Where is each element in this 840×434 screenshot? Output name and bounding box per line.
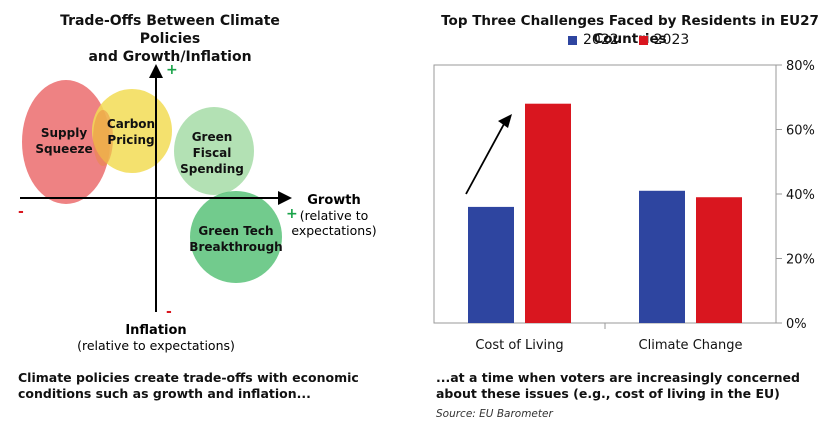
- tradeoff-diagram: + + - - Supply Squeeze Carbon Pricing Gr…: [18, 62, 377, 353]
- left-caption: Climate policies create trade-offs with …: [18, 370, 408, 402]
- x-tick-label: Climate Change: [639, 338, 743, 353]
- right-caption-line1: ...at a time when voters are increasingl…: [436, 370, 800, 385]
- tech-label-1: Green Tech: [198, 224, 273, 238]
- bubble-green-fiscal-spending: [174, 107, 254, 195]
- bar-climate-change-2023: [696, 197, 742, 323]
- right-caption: ...at a time when voters are increasingl…: [436, 370, 836, 402]
- y-minus-sign: -: [166, 304, 172, 320]
- y-tick-label: 80%: [786, 59, 815, 74]
- bar-cost-of-living-2023: [525, 103, 571, 323]
- y-tick-label: 60%: [786, 124, 815, 139]
- tech-label-2: Breakthrough: [189, 240, 282, 254]
- y-tick-label: 20%: [786, 253, 815, 268]
- source-note: Source: EU Barometer: [436, 408, 553, 420]
- left-caption-line2: conditions such as growth and inflation.…: [18, 386, 311, 401]
- y-tick-label: 40%: [786, 188, 815, 203]
- inflation-sub: (relative to expectations): [77, 338, 235, 353]
- bar-chart: 0% 20% 40% 60% 80% Cost of Living Climate Cha…: [433, 59, 815, 353]
- legend-label-2023: 2023: [653, 32, 690, 48]
- chart-legend: 2022 2023: [568, 32, 689, 48]
- x-minus-sign: -: [18, 204, 24, 220]
- bubble-overlap: [93, 110, 113, 166]
- y-axis-arrowhead: [149, 64, 163, 78]
- left-caption-line1: Climate policies create trade-offs with …: [18, 370, 359, 385]
- left-title-line2: and Growth/Inflation: [88, 49, 252, 65]
- trend-arrowhead: [498, 114, 512, 128]
- legend-swatch-2023: [638, 35, 648, 45]
- supply-label-2: Squeeze: [35, 142, 92, 156]
- x-axis-arrowhead: [278, 191, 292, 205]
- bar-climate-change-2022: [639, 190, 685, 323]
- growth-sub-1: (relative to: [300, 208, 369, 223]
- growth-sub-2: expectations): [291, 223, 376, 238]
- left-title-line1: Trade-Offs Between Climate Policies: [60, 13, 280, 47]
- legend-swatch-2022: [568, 35, 577, 45]
- carbon-label-2: Pricing: [107, 133, 154, 147]
- chart-title: Top Three Challenges Faced by Residents …: [441, 13, 819, 47]
- fiscal-label-3: Spending: [180, 162, 244, 176]
- y-tick-label: 0%: [786, 317, 807, 332]
- right-caption-line2: about these issues (e.g., cost of living…: [436, 386, 780, 401]
- bubble-carbon-pricing: [92, 89, 172, 173]
- supply-label-1: Supply: [41, 126, 87, 140]
- bar-cost-of-living-2022: [468, 206, 514, 323]
- growth-label: Growth: [307, 193, 361, 208]
- x-tick-label: Cost of Living: [475, 338, 563, 353]
- x-plus-sign: +: [286, 206, 298, 222]
- fiscal-label-1: Green: [192, 130, 233, 144]
- legend-label-2022: 2022: [583, 32, 619, 48]
- bubble-green-tech-breakthrough: [190, 191, 282, 283]
- left-title: Trade-Offs Between Climate Policies and …: [40, 12, 300, 66]
- bubble-supply-squeeze: [22, 80, 110, 204]
- fiscal-label-2: Fiscal: [193, 146, 232, 160]
- trend-arrow: [465, 123, 505, 195]
- carbon-label-1: Carbon: [107, 117, 155, 131]
- inflation-label: Inflation: [125, 323, 186, 338]
- y-plus-sign: +: [166, 62, 178, 78]
